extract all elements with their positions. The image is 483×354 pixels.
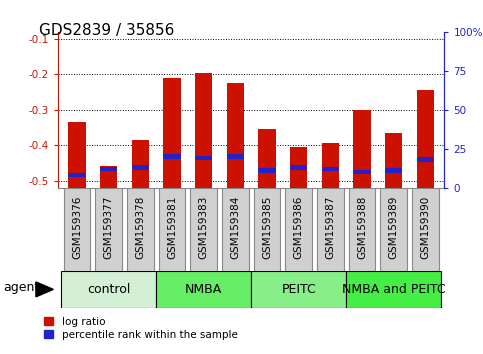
Text: NMBA and PEITC: NMBA and PEITC bbox=[342, 283, 445, 296]
Bar bbox=[163, 154, 181, 159]
Bar bbox=[412, 188, 439, 271]
Bar bbox=[158, 188, 185, 271]
Bar bbox=[385, 168, 402, 173]
Bar bbox=[258, 129, 276, 188]
Text: GSM159385: GSM159385 bbox=[262, 196, 272, 259]
Bar bbox=[195, 156, 213, 160]
Text: GSM159381: GSM159381 bbox=[167, 196, 177, 259]
Bar bbox=[417, 90, 434, 188]
Legend: log ratio, percentile rank within the sample: log ratio, percentile rank within the sa… bbox=[44, 317, 238, 340]
Bar bbox=[322, 167, 339, 171]
Bar bbox=[195, 73, 213, 188]
Text: GSM159386: GSM159386 bbox=[294, 196, 304, 259]
Bar bbox=[63, 188, 90, 271]
Bar bbox=[254, 188, 281, 271]
Bar bbox=[100, 167, 117, 171]
Bar bbox=[380, 188, 407, 271]
Text: GSM159388: GSM159388 bbox=[357, 196, 367, 259]
Text: control: control bbox=[87, 283, 130, 296]
Bar bbox=[61, 271, 156, 308]
Text: GDS2839 / 35856: GDS2839 / 35856 bbox=[39, 23, 174, 38]
Bar bbox=[322, 143, 339, 188]
Bar bbox=[317, 188, 344, 271]
Bar bbox=[100, 166, 117, 188]
Bar bbox=[417, 157, 434, 162]
Bar bbox=[156, 271, 251, 308]
Bar bbox=[258, 168, 276, 173]
Bar bbox=[290, 147, 307, 188]
Bar bbox=[190, 188, 217, 271]
Bar bbox=[385, 133, 402, 188]
Bar bbox=[349, 188, 375, 271]
Polygon shape bbox=[36, 282, 53, 297]
Bar bbox=[222, 188, 249, 271]
Text: agent: agent bbox=[3, 281, 39, 294]
Bar bbox=[131, 140, 149, 188]
Bar bbox=[95, 188, 122, 271]
Text: GSM159390: GSM159390 bbox=[420, 196, 430, 259]
Text: NMBA: NMBA bbox=[185, 283, 222, 296]
Bar bbox=[353, 110, 371, 188]
Bar bbox=[290, 165, 307, 170]
Bar bbox=[227, 154, 244, 159]
Text: GSM159377: GSM159377 bbox=[104, 196, 114, 259]
Text: GSM159389: GSM159389 bbox=[389, 196, 398, 259]
Bar bbox=[346, 271, 441, 308]
Text: GSM159376: GSM159376 bbox=[72, 196, 82, 259]
Text: GSM159383: GSM159383 bbox=[199, 196, 209, 259]
Text: GSM159384: GSM159384 bbox=[230, 196, 241, 259]
Bar bbox=[227, 83, 244, 188]
Bar bbox=[131, 165, 149, 170]
Text: GSM159387: GSM159387 bbox=[326, 196, 335, 259]
Bar bbox=[251, 271, 346, 308]
Bar bbox=[127, 188, 154, 271]
Text: PEITC: PEITC bbox=[281, 283, 316, 296]
Text: GSM159378: GSM159378 bbox=[135, 196, 145, 259]
Bar bbox=[285, 188, 312, 271]
Bar bbox=[353, 170, 371, 174]
Bar bbox=[163, 78, 181, 188]
Bar bbox=[68, 122, 85, 188]
Bar bbox=[68, 173, 85, 177]
